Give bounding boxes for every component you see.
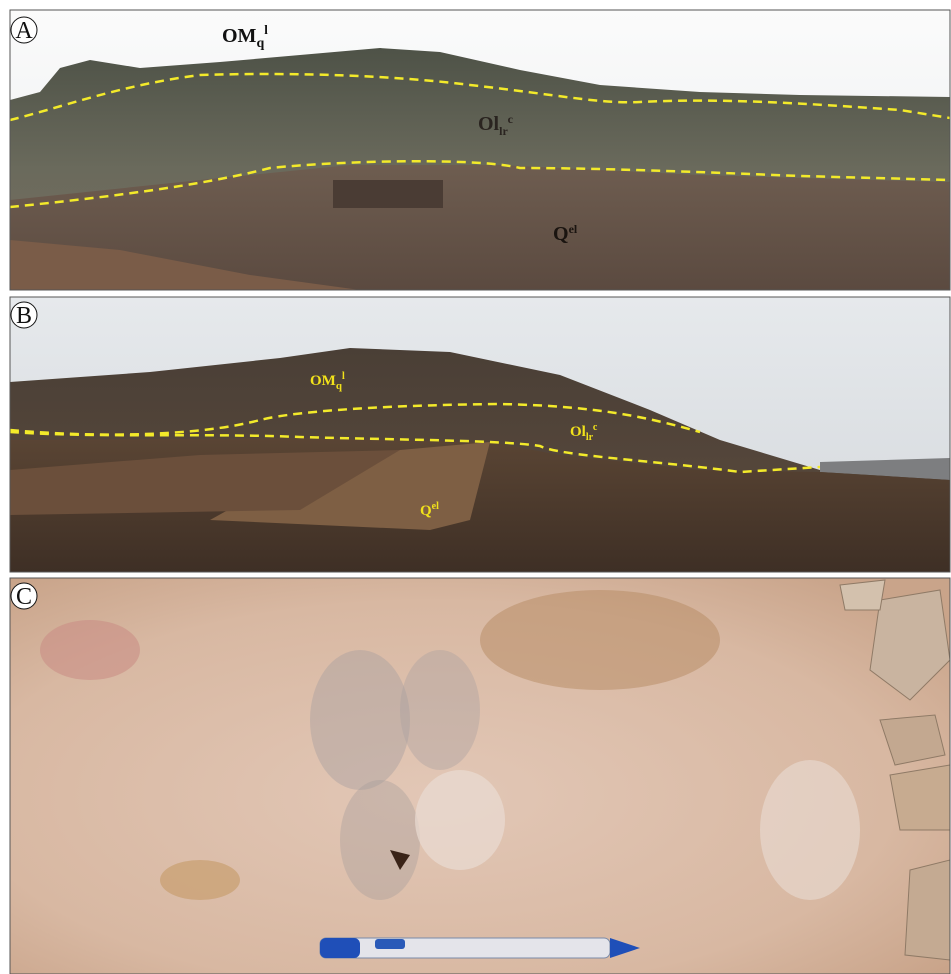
panel-letter: A [15,18,33,44]
stain [40,620,140,680]
fossil [415,770,505,870]
label-part: c [593,422,598,433]
label-part: Ol [478,113,500,135]
field-plot [333,180,443,208]
fossil [400,650,480,770]
pen-cap [320,938,360,958]
pen-barrel [320,938,610,958]
fossil [310,650,410,790]
soil [480,590,720,690]
stone [905,860,950,960]
fossil [340,780,420,900]
stone [890,765,950,830]
label-part: el [569,222,578,236]
figure: OMql Ollrc Qel A OMql Ollrc Qel B [0,0,951,974]
pen [320,938,640,958]
fossil [760,760,860,900]
panel-c [10,578,950,974]
panel-letter: B [16,303,32,329]
label-part: q [256,36,264,51]
stone [840,580,885,610]
label-part: el [432,501,439,512]
label-part: Q [553,223,569,245]
panel-letter: C [16,584,32,610]
panel-a: OMql Ollrc Qel [10,10,950,290]
soil [160,860,240,900]
label-part: c [508,112,514,126]
label-part: lr [499,124,508,138]
label-part: OM [222,25,257,47]
label-part: l [264,22,268,37]
label-part: Q [420,503,432,519]
label-part: l [342,371,345,382]
label-part: Ol [570,424,586,440]
panel-b: OMql Ollrc Qel [10,297,950,572]
label-part: lr [586,432,594,443]
label-part: OM [310,373,336,389]
pen-logo [375,939,405,949]
